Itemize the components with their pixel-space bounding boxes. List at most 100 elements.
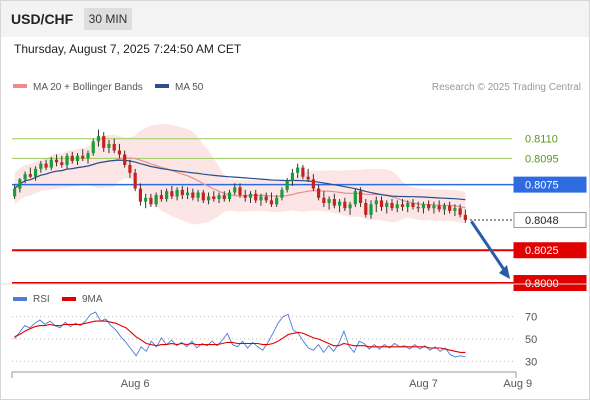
- candle-body: [248, 193, 253, 198]
- datetime-label: Thursday, August 7, 2025 7:24:50 AM CET: [14, 42, 242, 56]
- candle-body: [448, 205, 452, 211]
- candle-body: [269, 200, 274, 205]
- candle-body: [296, 167, 300, 173]
- candle-body: [138, 188, 143, 202]
- candle-body: [60, 162, 64, 165]
- candle-body: [416, 206, 420, 209]
- candle-body: [49, 159, 53, 168]
- candle-body: [317, 188, 321, 198]
- candle-body: [369, 204, 373, 215]
- candle-body: [180, 189, 184, 196]
- candle-body: [385, 202, 389, 207]
- symbol-label: USD/CHF: [11, 11, 74, 27]
- candle-body: [421, 204, 426, 209]
- candle-body: [91, 141, 95, 154]
- candle-body: [453, 208, 457, 211]
- legend-label-ma20: MA 20 + Bollinger Bands: [33, 82, 143, 93]
- timeframe-button[interactable]: 30 MIN: [84, 8, 132, 30]
- legend-label-ma50: MA 50: [175, 82, 204, 93]
- bollinger-band: [14, 124, 466, 225]
- candle-body: [238, 187, 242, 196]
- ma50-line: [14, 159, 466, 201]
- candle-body: [411, 202, 415, 207]
- candle-body: [191, 192, 195, 198]
- candle-body: [306, 176, 310, 180]
- legend-label-rsi: RSI: [33, 294, 50, 305]
- candle-body: [222, 195, 226, 200]
- x-tick-label: Aug 9: [503, 378, 532, 390]
- candle-body: [243, 195, 247, 198]
- candle-body: [400, 204, 405, 207]
- candle-body: [44, 163, 48, 168]
- candle-body: [301, 167, 305, 177]
- level-label-0.8025: 0.8025: [525, 245, 559, 257]
- candle-body: [432, 205, 436, 209]
- candle-body: [28, 174, 32, 177]
- level-label-0.8095: 0.8095: [525, 153, 559, 165]
- candle-body: [217, 195, 221, 200]
- legend-swatch-ma50: [155, 84, 169, 88]
- candle-body: [123, 154, 127, 165]
- candle-body: [86, 153, 90, 159]
- candle-body: [374, 200, 378, 205]
- candle-body: [170, 191, 174, 197]
- forecast-arrow-head: [499, 265, 510, 280]
- candle-body: [96, 136, 101, 142]
- candle-body: [379, 200, 384, 207]
- legend-swatch-rsi: [13, 297, 27, 301]
- legend-swatch-9ma: [62, 297, 76, 301]
- candle-body: [107, 143, 111, 148]
- candle-body: [280, 189, 284, 198]
- candle-body: [290, 172, 295, 181]
- candle-body: [458, 208, 462, 215]
- legend-swatch-ma20: [13, 84, 27, 88]
- credit-label: Research © 2025 Trading Central: [432, 82, 581, 93]
- candle-body: [406, 202, 410, 207]
- candle-body: [364, 202, 368, 215]
- candle-body: [65, 155, 69, 165]
- level-box-0.8075: [513, 176, 587, 193]
- candle-body: [185, 192, 190, 196]
- candle-body: [159, 195, 163, 200]
- candle-body: [322, 197, 326, 203]
- candle-body: [70, 155, 74, 162]
- candle-body: [201, 192, 205, 201]
- candle-body: [212, 196, 216, 200]
- candle-body: [149, 197, 153, 205]
- candle-body: [165, 191, 169, 200]
- candle-body: [311, 179, 315, 189]
- chart-header: USD/CHF 30 MIN: [1, 1, 589, 37]
- candle-body: [332, 199, 336, 206]
- rsi-series-RSI: [14, 311, 466, 358]
- candle-body: [39, 163, 43, 169]
- candle-body: [348, 204, 352, 209]
- level-box-0.8000: [513, 275, 587, 292]
- candle-body: [254, 193, 258, 201]
- candle-body: [175, 189, 179, 197]
- candle-body: [343, 201, 347, 209]
- candle-body: [358, 191, 363, 203]
- rsi-tick-label: 30: [525, 356, 537, 368]
- candle-body: [33, 168, 38, 177]
- rsi-tick-label: 50: [525, 334, 537, 346]
- candle-body: [285, 180, 289, 190]
- candle-body: [327, 199, 331, 203]
- level-box-0.8048: [513, 212, 587, 229]
- candle-body: [337, 201, 342, 206]
- candle-body: [117, 150, 122, 155]
- candle-body: [275, 197, 279, 205]
- candle-body: [259, 196, 263, 201]
- candle-body: [233, 187, 237, 193]
- candle-body: [81, 155, 85, 159]
- candle-body: [206, 196, 211, 201]
- candle-body: [133, 172, 137, 189]
- candle-body: [102, 136, 106, 148]
- level-label-0.8075: 0.8075: [525, 180, 559, 192]
- x-tick-label: Aug 6: [121, 378, 150, 390]
- level-box-0.8025: [513, 242, 587, 259]
- rsi-series-9MA: [14, 320, 466, 353]
- forecast-arrow-shaft: [470, 220, 509, 275]
- candle-body: [427, 204, 431, 209]
- candle-body: [196, 192, 200, 198]
